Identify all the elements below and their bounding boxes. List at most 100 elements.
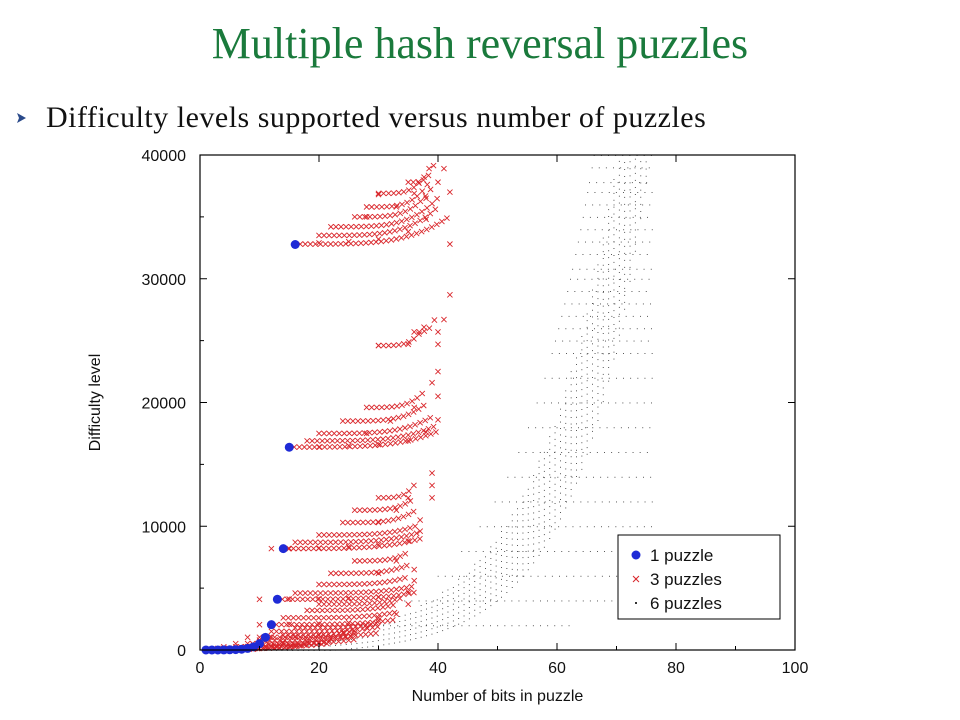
- series-6-dot: [568, 452, 570, 453]
- series-6-dot: [618, 286, 620, 287]
- series-6-dot: [463, 598, 465, 600]
- series-3-point: [351, 232, 358, 239]
- series-6-dot: [641, 167, 643, 169]
- series-6-dot: [602, 394, 604, 396]
- series-6-dot: [650, 476, 652, 478]
- series-6-dot: [501, 575, 503, 577]
- series-3-point: [331, 443, 338, 450]
- series-6-dot: [608, 298, 610, 300]
- series-3-point: [393, 586, 400, 593]
- series-3-point: [347, 623, 354, 630]
- series-6-dot: [538, 510, 540, 512]
- series-6-dot: [490, 546, 492, 548]
- series-6-dot: [634, 158, 636, 160]
- series-6-dot: [404, 625, 406, 627]
- series-6-dot: [458, 590, 460, 591]
- series-3-point: [327, 590, 334, 596]
- series-3-point: [390, 602, 396, 609]
- series-6-dot: [618, 279, 620, 280]
- series-6-dot: [474, 604, 476, 605]
- series-6-dot: [601, 575, 603, 577]
- series-6-dot: [648, 278, 650, 280]
- x-tick-label: 100: [782, 660, 809, 677]
- series-6-dot: [420, 620, 422, 622]
- series-6-dot: [468, 589, 470, 591]
- series-6-dot: [463, 609, 465, 611]
- series-6-dot: [640, 315, 641, 317]
- series-6-dot: [543, 502, 545, 504]
- series-6-dot: [308, 641, 310, 643]
- series-6-dot: [479, 612, 481, 614]
- series-6-dot: [335, 640, 336, 642]
- series-6-dot: [586, 427, 588, 428]
- series-6-dot: [527, 525, 529, 527]
- series-6-dot: [592, 296, 593, 298]
- series-3-point: [337, 590, 344, 596]
- series-6-dot: [613, 275, 615, 277]
- series-3-point: [387, 440, 394, 447]
- series-3-point: [363, 624, 370, 631]
- series-6-dot: [645, 183, 647, 184]
- series-3-point: [391, 227, 398, 234]
- series-6-dot: [581, 389, 583, 391]
- series-6-dot: [593, 476, 594, 478]
- series-6-dot: [608, 264, 610, 265]
- series-6-dot: [642, 303, 644, 305]
- series-3-point: [370, 594, 377, 601]
- series-6-dot: [597, 311, 599, 313]
- series-3-point: [366, 600, 373, 607]
- series-6-dot: [651, 526, 652, 528]
- series-6-dot: [608, 222, 610, 224]
- series-6-dot: [485, 562, 486, 564]
- series-6-dot: [586, 453, 588, 455]
- series-6-dot: [565, 468, 567, 470]
- series-6-dot: [597, 551, 598, 552]
- series-6-dot: [509, 575, 510, 577]
- series-6-dot: [602, 312, 604, 314]
- series-6-dot: [394, 637, 395, 639]
- axes: 0 20 40 60 80 100010000200003000040000Number …: [87, 148, 808, 705]
- series-6-dot: [633, 340, 635, 342]
- series-6-dot: [586, 420, 588, 422]
- series-6-dot: [532, 600, 534, 602]
- series-6-dot: [636, 402, 638, 404]
- series-3-point: [320, 545, 327, 552]
- series-6-dot: [356, 643, 358, 644]
- series-3-point: [321, 581, 327, 588]
- series-1-point: [255, 639, 264, 649]
- series-6-dot: [486, 526, 488, 528]
- series-6-dot: [501, 578, 502, 580]
- series-6-dot: [624, 252, 626, 254]
- series-3-point: [349, 418, 356, 424]
- series-6-dot: [624, 294, 626, 296]
- series-3-point: [302, 590, 309, 596]
- series-6-dot: [586, 407, 588, 408]
- series-6-dot: [420, 615, 422, 617]
- series-3-point: [438, 218, 445, 225]
- series-6-dot: [624, 301, 626, 303]
- series-3-point: [407, 206, 414, 212]
- series-6-dot: [613, 248, 615, 249]
- series-3-point: [395, 434, 402, 440]
- series-6-dot: [436, 621, 438, 623]
- series-6-dot: [638, 291, 640, 292]
- x-tick-label: 0: [196, 660, 205, 677]
- series-6-dot: [517, 520, 518, 522]
- y-tick-label: 10000: [142, 519, 187, 536]
- series-6-dot: [630, 501, 632, 503]
- series-3-point: [347, 633, 354, 640]
- series-3-point: [309, 437, 316, 444]
- series-6-dot: [351, 643, 352, 645]
- series-6-dot: [565, 402, 567, 404]
- series-3-point: [355, 418, 361, 424]
- series-6-dot: [527, 495, 529, 496]
- series-3-point: [357, 443, 363, 450]
- series-6-dot: [468, 572, 470, 574]
- series-6-dot: [611, 452, 613, 453]
- series-3-point: [317, 590, 324, 596]
- series-6-dot: [602, 346, 604, 348]
- series-3-point: [435, 329, 441, 335]
- series-3-point: [365, 417, 372, 424]
- series-3-point: [362, 443, 369, 449]
- series-6-dot: [550, 476, 552, 478]
